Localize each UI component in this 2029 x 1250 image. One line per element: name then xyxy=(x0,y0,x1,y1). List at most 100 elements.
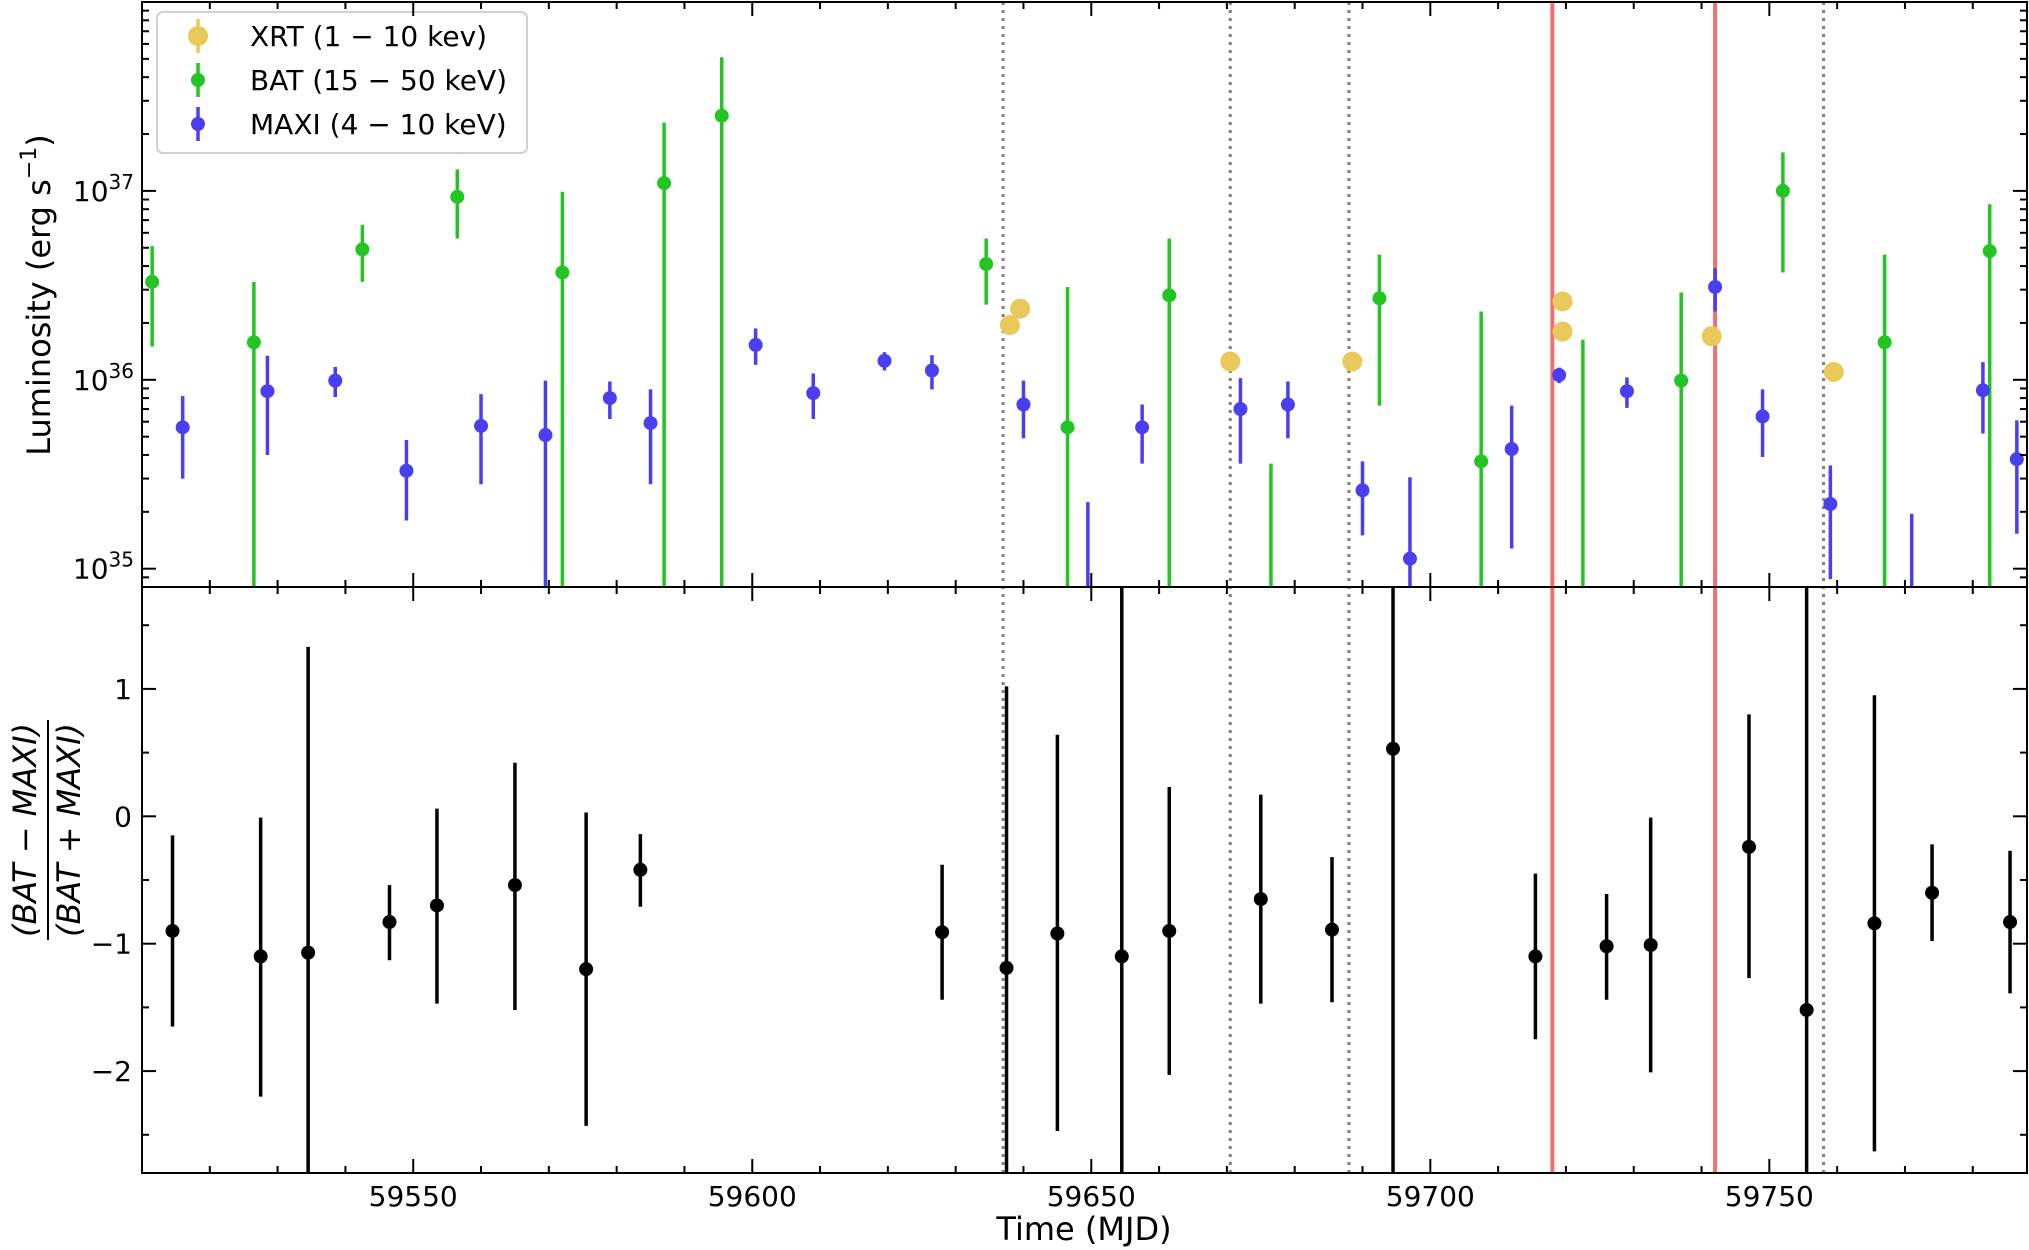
hardness-ratio-point xyxy=(2003,915,2018,930)
maxi-legend-label: MAXI (4 − 10 keV) xyxy=(250,108,507,141)
hardness-ratio-point xyxy=(1386,741,1401,756)
maxi-point xyxy=(1233,402,1248,417)
maxi-point xyxy=(1135,420,1150,435)
xrt-legend-label: XRT (1 − 10 kev) xyxy=(250,20,487,53)
maxi-legend-marker xyxy=(191,117,205,131)
bat-point xyxy=(355,242,370,257)
y-tick-label: 1 xyxy=(114,673,132,706)
hardness-ratio-point xyxy=(507,878,522,893)
luminosity-y-axis-label: Luminosity (erg s−1) xyxy=(17,134,58,456)
maxi-point xyxy=(474,418,489,433)
xrt-point xyxy=(1823,361,1844,382)
maxi-point xyxy=(1016,397,1031,412)
hardness-ratio-point xyxy=(382,915,397,930)
hardness-ratio-data xyxy=(165,587,2018,1173)
xrt-point xyxy=(1342,351,1363,372)
maxi-point xyxy=(1552,368,1567,383)
maxi-point xyxy=(1280,397,1295,412)
hardness-ratio-point xyxy=(1528,949,1543,964)
bat-point xyxy=(657,176,672,191)
maxi-point xyxy=(748,337,763,352)
maxi-point xyxy=(1402,551,1417,566)
hardness-ratio-point xyxy=(1925,885,1940,900)
hardness-ratio-point xyxy=(1599,939,1614,954)
hardness-ratio-point xyxy=(1643,937,1658,952)
maxi-point xyxy=(643,416,658,431)
hardness-ratio-point xyxy=(633,862,648,877)
bat-point xyxy=(246,335,261,350)
hardness-ratio-y-axis-label: (BAT − MAXI) (BAT + MAXI) xyxy=(6,720,88,940)
x-tick-label: 59700 xyxy=(1386,1180,1475,1213)
maxi-point xyxy=(175,420,190,435)
maxi-point xyxy=(924,363,939,378)
bat-point xyxy=(714,108,729,123)
bat-point xyxy=(1474,454,1489,469)
maxi-point xyxy=(806,386,821,401)
hardness-ratio-point xyxy=(1050,926,1065,941)
maxi-point xyxy=(538,428,553,443)
x-tick-label: 59550 xyxy=(369,1180,458,1213)
bat-legend-marker xyxy=(191,73,205,87)
xrt-point xyxy=(1552,291,1573,312)
hardness-ratio-point xyxy=(1324,922,1339,937)
legend: XRT (1 − 10 kev) BAT (15 − 50 keV) MAXI (4… xyxy=(156,11,528,154)
bat-point xyxy=(1877,335,1892,350)
hardness-ratio-point xyxy=(301,945,316,960)
bat-point xyxy=(450,189,465,204)
bat-point xyxy=(1162,288,1177,303)
bat-point xyxy=(555,265,570,280)
maxi-point xyxy=(602,391,617,406)
maxi-point xyxy=(399,463,414,478)
hardness-ratio-point xyxy=(1741,839,1756,854)
bat-point xyxy=(1775,183,1790,198)
bat-legend-label: BAT (15 − 50 keV) xyxy=(250,64,507,97)
hardness-ratio-denominator: (BAT + MAXI) xyxy=(50,723,88,937)
hardness-ratio-point xyxy=(1162,923,1177,938)
luminosity-y-ticks: 1035 1036 1037 xyxy=(73,9,2027,588)
maxi-point xyxy=(1823,497,1838,512)
luminosity-panel: 1035 1036 1037 Luminosity (erg s−1) XRT (1… xyxy=(17,1,2028,588)
maxi-point xyxy=(1355,483,1370,498)
hardness-ratio-point xyxy=(165,923,180,938)
bat-point xyxy=(1674,373,1689,388)
y-tick-label: 1035 xyxy=(73,548,134,586)
hardness-ratio-point xyxy=(429,898,444,913)
maxi-point xyxy=(1755,409,1770,424)
bat-point xyxy=(1060,420,1075,435)
xrt-point xyxy=(1701,326,1722,347)
bat-point xyxy=(1982,244,1997,259)
x-tick-label: 59600 xyxy=(708,1180,797,1213)
maxi-point xyxy=(328,373,343,388)
hardness-ratio-point xyxy=(935,925,950,940)
x-tick-label: 59650 xyxy=(1047,1180,1136,1213)
maxi-point xyxy=(1504,442,1519,457)
hardness-ratio-point xyxy=(1114,949,1129,964)
hardness-ratio-point xyxy=(1253,892,1268,907)
y-tick-label: −1 xyxy=(91,928,132,961)
hardness-ratio-point xyxy=(579,962,594,977)
maxi-point xyxy=(1708,279,1723,294)
hardness-ratio-point xyxy=(253,949,268,964)
luminosity-data xyxy=(145,57,2024,587)
bat-point xyxy=(1372,291,1387,306)
xrt-legend-marker xyxy=(188,26,208,46)
bat-point xyxy=(979,257,994,272)
hardness-ratio-panel-frame xyxy=(141,586,2028,1174)
xrt-point xyxy=(1552,321,1573,342)
hardness-ratio-point xyxy=(1799,1002,1814,1017)
xrt-point xyxy=(1010,298,1031,319)
legend-box xyxy=(156,11,528,154)
bat-point xyxy=(145,274,160,289)
x-tick-label: 59750 xyxy=(1725,1180,1814,1213)
y-tick-label: 1036 xyxy=(73,359,134,397)
hardness-ratio-numerator: (BAT − MAXI) xyxy=(6,723,44,937)
xrt-point xyxy=(1220,351,1241,372)
hardness-ratio-panel: 1 0 −1 −2 59550 59600 59650 59700 59750 (BAT − … xyxy=(6,2,2028,1248)
hardness-ratio-point xyxy=(999,960,1014,975)
xrt-point xyxy=(999,315,1020,336)
x-axis-ticks: 59550 59600 59650 59700 59750 xyxy=(208,2,1974,1213)
maxi-point xyxy=(1619,384,1634,399)
y-tick-label: 1037 xyxy=(73,170,134,208)
maxi-point xyxy=(1975,383,1990,398)
